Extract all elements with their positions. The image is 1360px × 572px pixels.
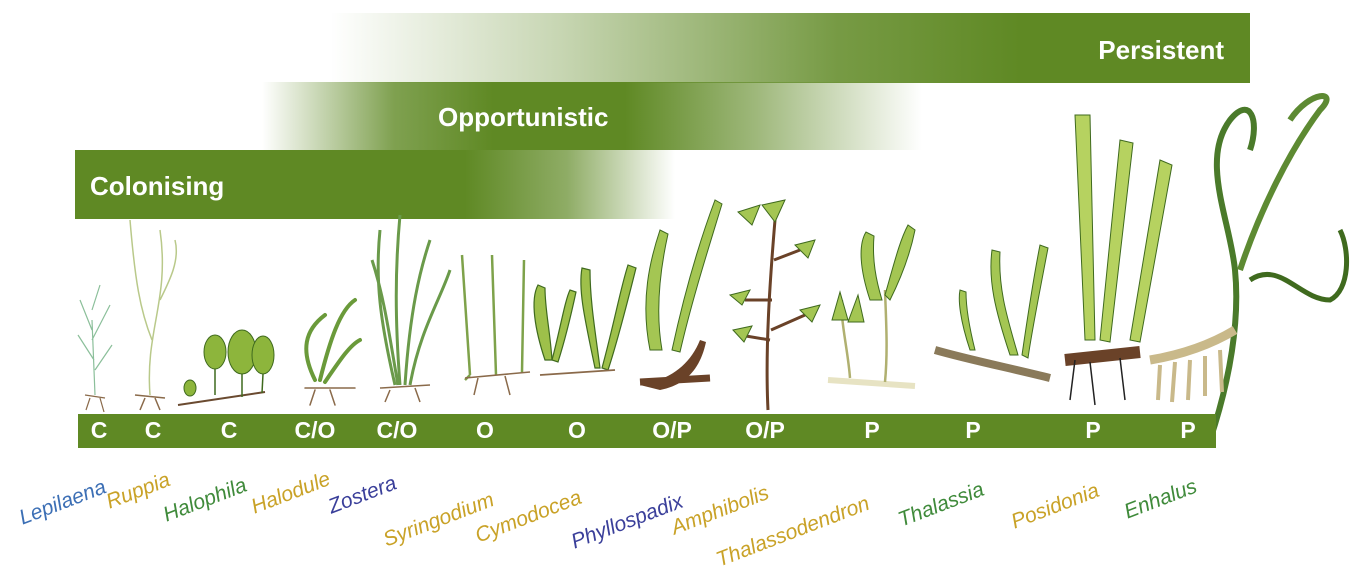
zostera-plant-icon (370, 214, 452, 403)
thalassia-plant-icon (933, 244, 1051, 382)
colonising-band: Colonising (75, 150, 675, 219)
lepilaena-plant-icon (77, 284, 113, 413)
ruppia-plant-icon (129, 219, 178, 411)
code-halophila: C (220, 417, 238, 443)
code-ruppia: C (144, 417, 162, 443)
code-zostera: C/O (376, 417, 418, 443)
code-thalassia: P (965, 417, 981, 443)
code-halodule: C/O (294, 417, 336, 443)
cymodocea-plant-icon (533, 264, 637, 376)
colonising-label: Colonising (90, 171, 225, 201)
phyllospadix-plant-icon (639, 199, 723, 390)
halodule-plant-icon (304, 298, 362, 406)
code-lepilaena: C (90, 417, 108, 443)
code-syringodium: O (476, 417, 494, 443)
syringodium-plant-icon (460, 254, 531, 396)
persistent-band: Persistent (330, 13, 1250, 83)
strategy-code-bar (78, 414, 1216, 448)
code-phyllospadix: O/P (652, 417, 692, 443)
code-posidonia: P (1085, 417, 1101, 443)
opportunistic-label: Opportunistic (438, 102, 609, 132)
code-enhalus: P (1180, 417, 1196, 443)
code-cymodocea: O (568, 417, 586, 443)
halophila-plant-icon (177, 329, 275, 406)
persistent-label: Persistent (1098, 35, 1224, 65)
code-amphibolis: O/P (745, 417, 785, 443)
enhalus-plant-icon (1149, 93, 1350, 441)
posidonia-plant-icon (1064, 114, 1173, 406)
amphibolis-plant-icon (728, 199, 821, 411)
opportunistic-band: Opportunistic (262, 82, 922, 150)
code-thalassodendron: P (864, 417, 880, 443)
thalassodendron-plant-icon (827, 224, 916, 389)
